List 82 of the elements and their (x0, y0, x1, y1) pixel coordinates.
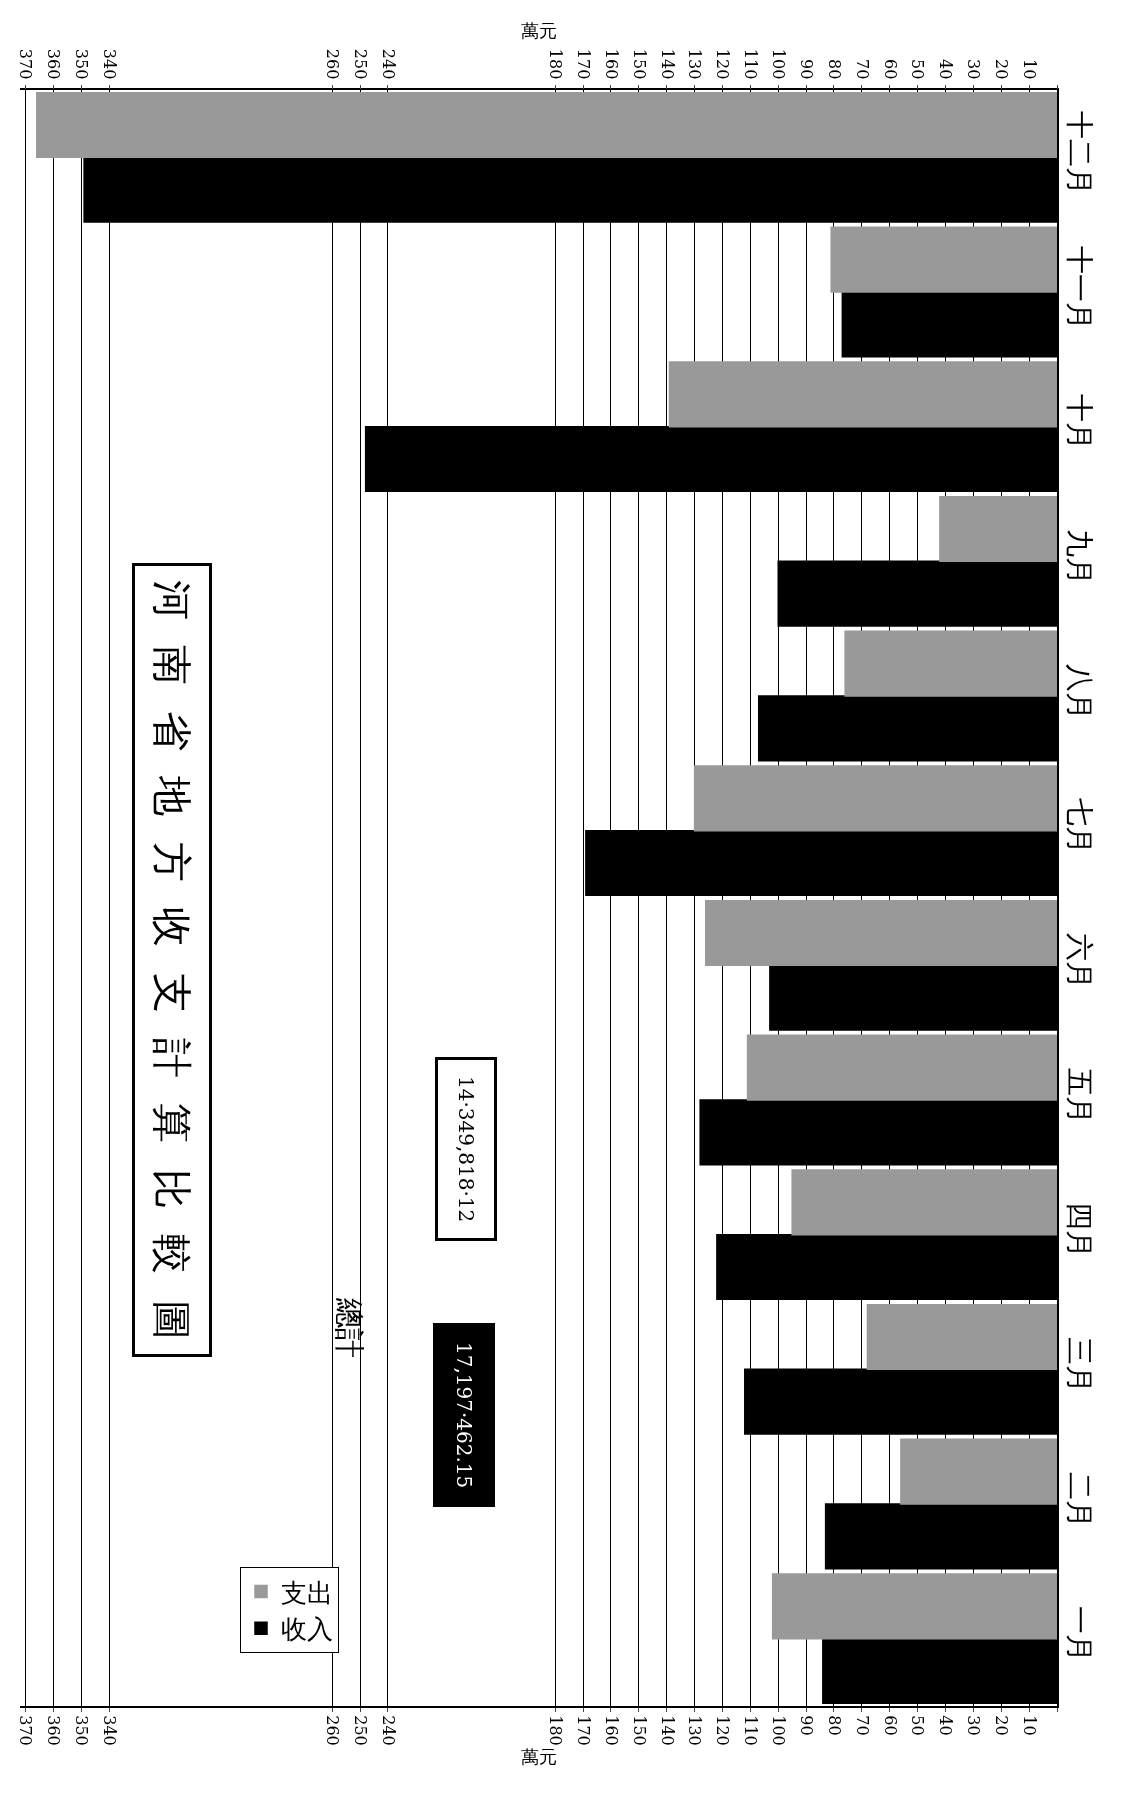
text: 河 南 省 地 方 收 支 計 算 比 較 圖 (149, 580, 195, 1340)
x-tick-label: 10 (1019, 59, 1039, 80)
y-tick-label: 八月 (1063, 663, 1097, 720)
x2-tick-label: 30 (964, 1715, 984, 1736)
x-tick-label: 50 (908, 59, 928, 80)
x-tick-label: 260 (323, 48, 343, 80)
x-tick-label: 170 (573, 48, 593, 80)
x2-tick-label: 80 (824, 1715, 844, 1736)
x-tick-label: 130 (685, 48, 705, 80)
x-tick-label: 100 (769, 48, 789, 80)
annotation: 17,197·462.15 (452, 1342, 476, 1489)
y-tick-label: 十月 (1063, 394, 1097, 451)
y-tick-label: 四月 (1063, 1202, 1097, 1259)
x2-tick-label: 70 (852, 1715, 872, 1736)
bar (939, 495, 1057, 563)
x-axis-title: 萬元 (520, 1746, 557, 1768)
bar (844, 630, 1057, 697)
x2-tick-label: 170 (573, 1715, 593, 1746)
bar (830, 226, 1057, 293)
x2-tick-label: 20 (992, 1715, 1012, 1736)
x2-tick-label: 90 (796, 1715, 816, 1736)
x2-tick-label: 140 (657, 1715, 677, 1746)
y-tick-label: 十一月 (1063, 245, 1097, 330)
annotation: 總計 (332, 1297, 367, 1358)
bar (668, 361, 1057, 428)
x-tick-label: 350 (72, 48, 92, 80)
x2-tick-label: 50 (908, 1715, 928, 1736)
x-tick-label: 80 (824, 59, 844, 80)
bar (771, 1573, 1057, 1640)
y-tick-label: 二月 (1063, 1471, 1097, 1528)
x2-tick-label: 360 (44, 1715, 64, 1746)
x2-tick-label: 60 (880, 1715, 900, 1736)
x2-tick-label: 160 (601, 1715, 621, 1746)
annotation: 14·349,818·12 (454, 1076, 478, 1223)
x2-tick-label: 130 (685, 1715, 705, 1746)
x-tick-label: 60 (880, 59, 900, 80)
y-tick-label: 九月 (1063, 529, 1097, 586)
y-tick-label: 五月 (1063, 1067, 1097, 1124)
x2-tick-label: 250 (350, 1715, 370, 1746)
x2-tick-label: 120 (713, 1715, 733, 1746)
x-tick-label: 250 (350, 48, 370, 80)
x-tick-label: 160 (601, 48, 621, 80)
x2-tick-label: 180 (546, 1715, 566, 1746)
x2-tick-label: 150 (629, 1715, 649, 1746)
legend-label: 收入 (281, 1614, 333, 1645)
y-tick-label: 十二月 (1063, 111, 1097, 196)
x-tick-label: 370 (16, 48, 36, 80)
x2-tick-label: 350 (72, 1715, 92, 1746)
bar (791, 1169, 1057, 1236)
x-tick-label: 30 (964, 59, 984, 80)
x-tick-label: 180 (546, 48, 566, 80)
y-tick-label: 一月 (1063, 1606, 1097, 1663)
x-tick-label: 40 (936, 59, 956, 80)
x2-tick-label: 100 (769, 1715, 789, 1746)
bar (900, 1438, 1057, 1505)
x-tick-label: 70 (852, 59, 872, 80)
x-tick-label: 150 (629, 48, 649, 80)
x-tick-label: 120 (713, 48, 733, 80)
x2-tick-label: 110 (741, 1715, 761, 1746)
x-tick-label: 140 (657, 48, 677, 80)
x-tick-label: 110 (741, 48, 761, 80)
x-tick-label: 20 (992, 59, 1012, 80)
x2-tick-label: 40 (936, 1715, 956, 1736)
x2-tick-label: 260 (323, 1715, 343, 1746)
x-tick-label: 240 (378, 48, 398, 80)
x2-tick-label: 240 (378, 1715, 398, 1746)
x-tick-label: 90 (796, 59, 816, 80)
y-tick-label: 七月 (1063, 798, 1097, 855)
x2-tick-label: 340 (100, 1715, 119, 1746)
x2-tick-label: 10 (1019, 1715, 1039, 1736)
x-tick-label: 340 (100, 48, 119, 80)
legend-label: 支出 (281, 1577, 333, 1608)
x-tick-label: 360 (44, 48, 64, 80)
bar (746, 1034, 1057, 1101)
y-tick-label: 六月 (1063, 933, 1097, 990)
bar (693, 765, 1057, 832)
y-tick-label: 三月 (1063, 1337, 1097, 1394)
x2-tick-label: 370 (16, 1715, 36, 1746)
bar (866, 1303, 1057, 1371)
x2-axis-title: 萬元 (520, 20, 557, 42)
bar (35, 91, 1057, 159)
bar (705, 899, 1057, 967)
